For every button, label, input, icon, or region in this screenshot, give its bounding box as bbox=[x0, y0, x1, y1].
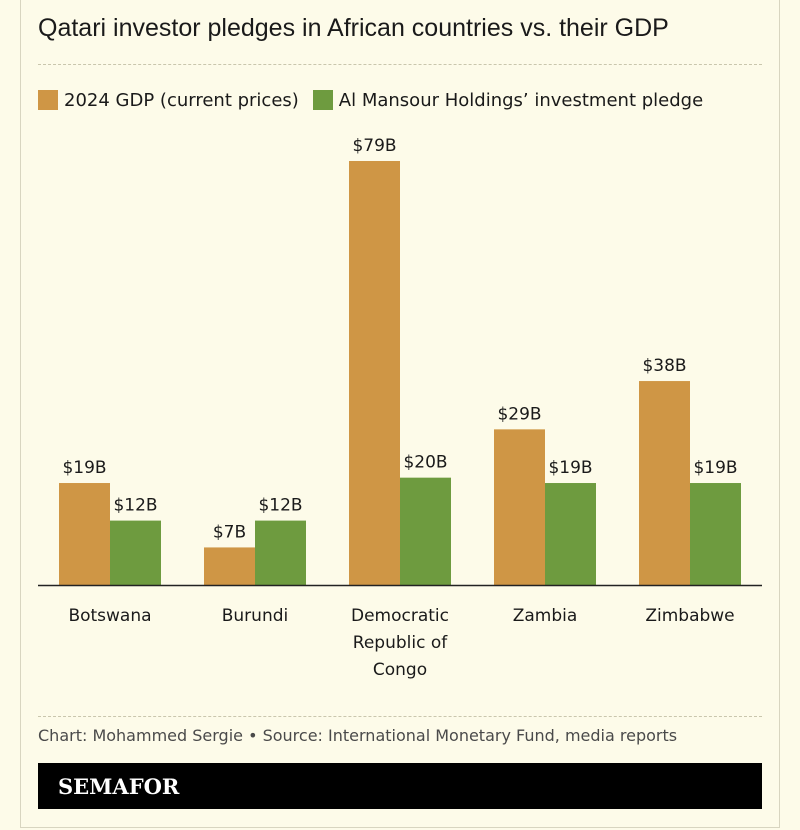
x-tick-label-1: Burundi bbox=[222, 606, 289, 626]
bar-pledge-0 bbox=[110, 520, 161, 585]
legend: 2024 GDP (current prices) Al Mansour Hol… bbox=[38, 88, 717, 112]
x-tick-label-3: Zambia bbox=[513, 606, 578, 626]
legend-swatch-gdp bbox=[38, 90, 58, 110]
label-gdp-2: $79B bbox=[352, 136, 396, 156]
divider-bottom bbox=[38, 716, 762, 717]
x-tick-label-0: Botswana bbox=[68, 606, 151, 626]
brand-bar: SEMAFOR bbox=[38, 763, 762, 809]
bar-pledge-1 bbox=[255, 520, 306, 585]
chart-title: Qatari investor pledges in African count… bbox=[38, 14, 669, 42]
legend-label-gdp: 2024 GDP (current prices) bbox=[64, 89, 299, 111]
label-pledge-2: $20B bbox=[403, 453, 447, 473]
legend-entry-gdp: 2024 GDP (current prices) bbox=[38, 90, 299, 111]
label-pledge-0: $12B bbox=[113, 496, 157, 516]
bar-gdp-4 bbox=[639, 381, 690, 585]
bar-pledge-3 bbox=[545, 483, 596, 585]
label-gdp-1: $7B bbox=[213, 522, 246, 542]
x-tick-label-2: Democratic Republic of Congo bbox=[351, 606, 449, 680]
legend-swatch-pledge bbox=[312, 90, 333, 110]
legend-label-pledge: Al Mansour Holdings’ investment pledge bbox=[338, 89, 704, 111]
label-pledge-4: $19B bbox=[693, 458, 737, 478]
bar-gdp-2 bbox=[349, 161, 400, 585]
label-pledge-3: $19B bbox=[548, 458, 592, 478]
label-gdp-0: $19B bbox=[62, 458, 106, 478]
bar-gdp-3 bbox=[494, 429, 545, 585]
bar-chart: $19B $7B $79B $29B $38B $12B $12B $20B $19B $19B B… bbox=[38, 136, 762, 680]
x-tick-label-4: Zimbabwe bbox=[645, 606, 734, 626]
bar-pledge-2 bbox=[400, 477, 451, 585]
label-pledge-1: $12B bbox=[258, 496, 302, 516]
legend-entry-pledge: Al Mansour Holdings’ investment pledge bbox=[312, 89, 704, 111]
brand-logo: SEMAFOR bbox=[58, 773, 180, 799]
source-note: Chart: Mohammed Sergie • Source: Interna… bbox=[38, 726, 678, 745]
label-gdp-4: $38B bbox=[642, 356, 686, 376]
bar-gdp-1 bbox=[204, 547, 255, 585]
bar-pledge-4 bbox=[690, 483, 741, 585]
divider-top bbox=[38, 64, 762, 65]
chart-frame bbox=[20, 0, 780, 828]
bar-gdp-0 bbox=[59, 483, 110, 585]
label-gdp-3: $29B bbox=[497, 404, 541, 424]
